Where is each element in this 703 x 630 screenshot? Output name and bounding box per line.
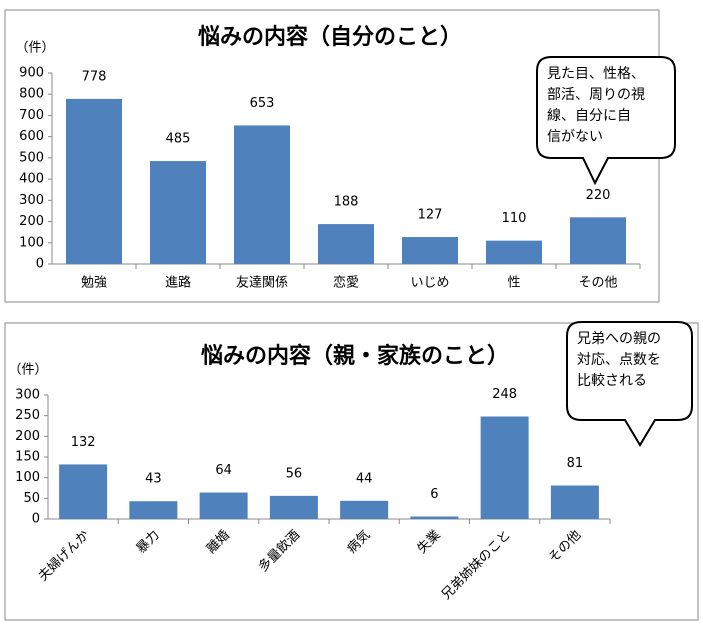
bar [410, 516, 459, 519]
y-tick-label: 300 [15, 388, 40, 403]
bar [269, 495, 318, 519]
y-tick-label: 500 [19, 150, 44, 165]
bar [486, 240, 542, 264]
x-tick-label: その他 [578, 276, 617, 291]
y-axis-label: （件） [15, 41, 54, 56]
bar [129, 501, 178, 519]
x-tick-label: 進路 [165, 275, 191, 291]
value-label: 778 [82, 69, 107, 84]
x-tick-label: いじめ [410, 276, 449, 291]
y-tick-label: 100 [19, 235, 44, 250]
bar [199, 492, 248, 519]
value-label: 43 [145, 472, 162, 487]
y-axis-label: （件） [8, 363, 47, 378]
value-label: 248 [492, 387, 517, 402]
x-tick-label: 勉強 [81, 276, 107, 291]
value-label: 132 [71, 435, 96, 450]
bar [66, 98, 122, 264]
value-label: 485 [166, 132, 191, 147]
bar [480, 416, 529, 519]
y-tick-label: 0 [32, 512, 40, 527]
annotation-line: 信がない [547, 129, 603, 145]
bar [234, 125, 290, 265]
y-tick-label: 100 [15, 470, 40, 485]
annotation-line: 見た目、性格、 [547, 66, 645, 82]
y-tick-label: 900 [19, 66, 44, 81]
bar [318, 224, 374, 264]
value-label: 81 [567, 456, 584, 471]
value-label: 44 [356, 471, 373, 486]
annotation-line: 対応、点数を [577, 352, 661, 368]
value-label: 110 [502, 211, 527, 226]
value-label: 188 [334, 195, 359, 210]
bar [550, 485, 599, 519]
annotation-line: 兄弟への親の [577, 331, 661, 347]
callout-bubble [536, 56, 676, 186]
y-tick-label: 700 [19, 108, 44, 123]
bar [59, 464, 108, 519]
bar [340, 500, 389, 519]
value-label: 56 [286, 466, 303, 481]
x-tick-label: 性 [507, 276, 520, 291]
bar [150, 161, 206, 264]
x-tick-label: 友達関係 [236, 275, 288, 291]
y-tick-label: 200 [15, 429, 40, 444]
value-label: 220 [586, 188, 611, 203]
y-tick-label: 0 [36, 257, 44, 272]
callout-bubble [566, 321, 693, 447]
y-tick-label: 800 [19, 87, 44, 102]
bar [402, 237, 458, 264]
bar [570, 217, 626, 264]
y-tick-label: 200 [19, 214, 44, 229]
annotation-line: 部活、周りの視 [547, 87, 645, 103]
y-tick-label: 300 [19, 193, 44, 208]
value-label: 6 [430, 487, 438, 502]
y-tick-label: 600 [19, 129, 44, 144]
y-tick-label: 250 [15, 408, 40, 423]
annotation-line: 比較される [577, 373, 647, 389]
y-tick-label: 400 [19, 172, 44, 187]
y-tick-label: 150 [15, 450, 40, 465]
value-label: 653 [250, 96, 275, 111]
value-label: 64 [215, 463, 232, 478]
y-tick-label: 50 [23, 491, 40, 506]
value-label: 127 [418, 208, 443, 223]
chart-title: 悩みの内容（親・家族のこと） [201, 343, 509, 369]
x-tick-label: 恋愛 [333, 275, 359, 291]
annotation-line: 線、自分に自 [547, 108, 631, 124]
chart-title: 悩みの内容（自分のこと） [198, 24, 462, 50]
